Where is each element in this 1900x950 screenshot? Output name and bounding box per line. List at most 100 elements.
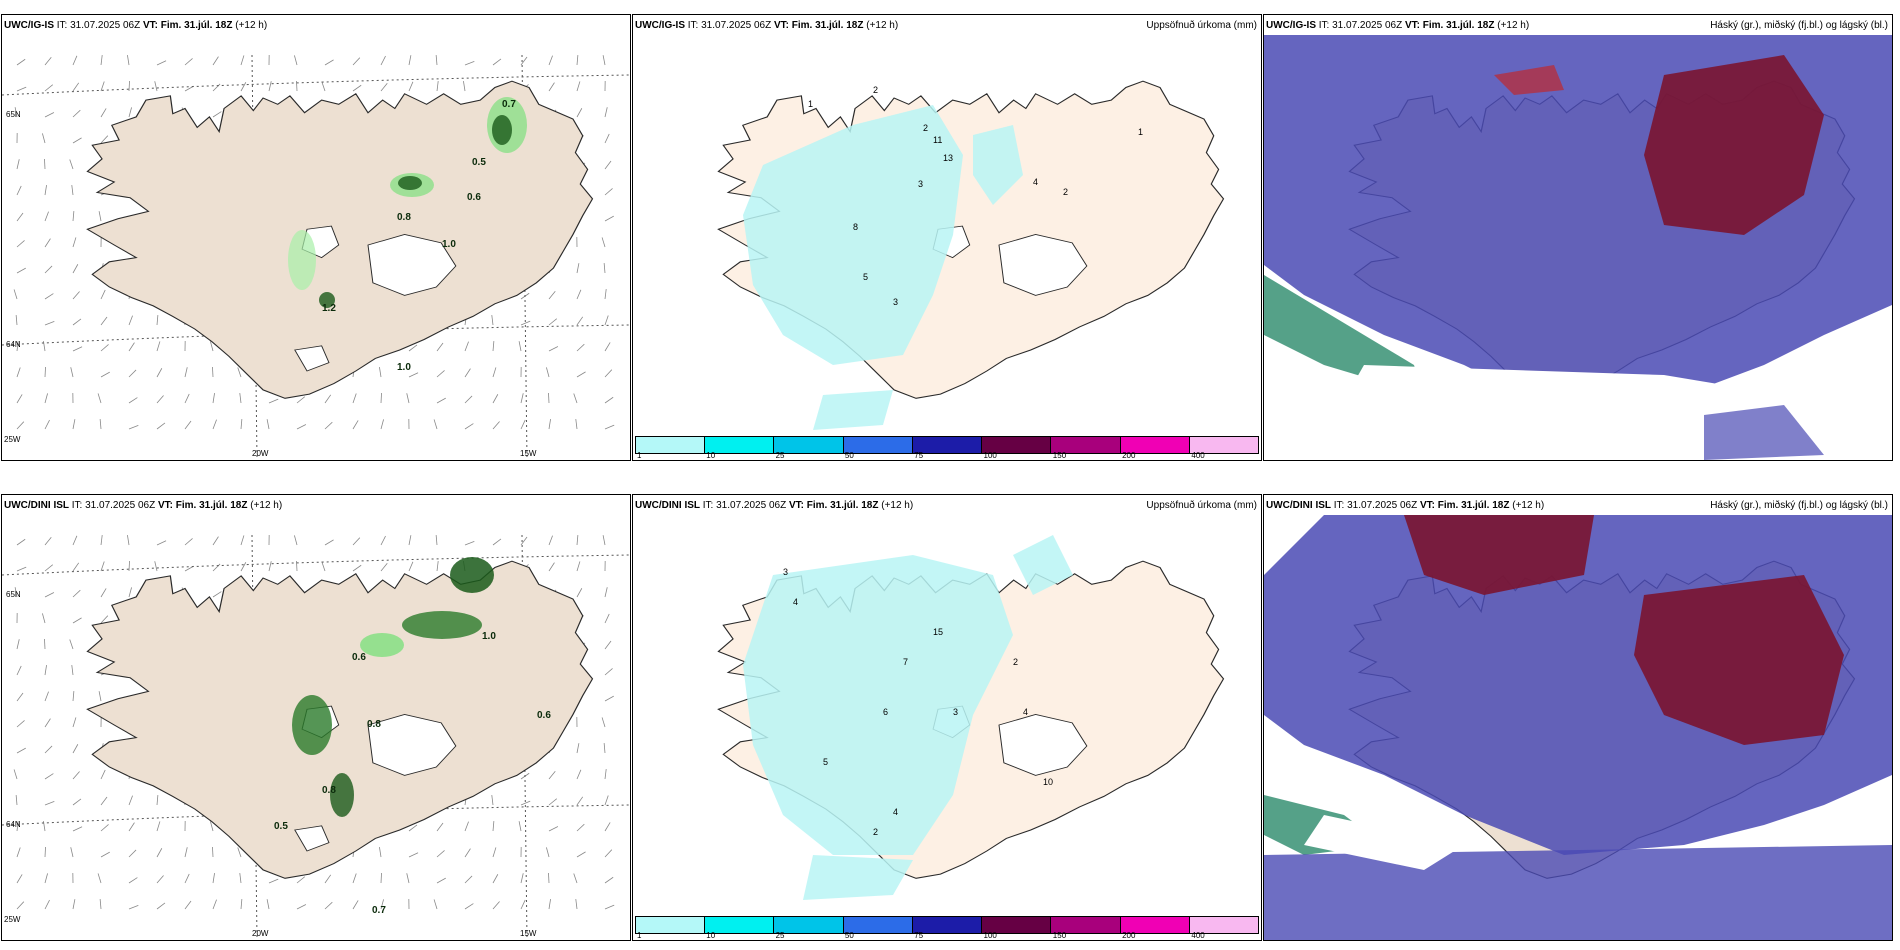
precip-label: 10 (1043, 777, 1053, 787)
wind-barb (97, 873, 102, 884)
wind-barb (324, 901, 333, 910)
wind-barb (44, 801, 55, 806)
wind-barb (184, 393, 190, 404)
wind-barb (15, 315, 18, 326)
colorbar-swatch (1189, 917, 1258, 933)
wind-barb (44, 293, 54, 300)
wind-barb (16, 212, 24, 222)
wind-barb (212, 563, 221, 572)
wind-barb (100, 796, 108, 806)
wind-barb (44, 899, 50, 910)
wind-barb (184, 58, 193, 66)
wind-barb (184, 873, 190, 884)
lon-label: 15W (520, 929, 537, 938)
colorbar-tick-label: 200 (1122, 931, 1136, 940)
wind-barb (546, 367, 550, 378)
precip-label: 3 (893, 297, 898, 307)
colorbar-tick-label: 150 (1052, 451, 1067, 460)
wind-barb (324, 539, 334, 546)
wind-barb (324, 59, 334, 66)
colorbar-swatch (636, 917, 706, 933)
wind-barb (44, 691, 49, 702)
wind-barb (16, 58, 26, 66)
wind-barb (576, 743, 580, 754)
wind-barb (100, 824, 109, 832)
wind-barb (212, 111, 222, 118)
wind-barb (576, 108, 583, 118)
colorbar-tick-label: 10 (706, 451, 716, 460)
wind-barb (604, 904, 615, 910)
wind-barb (266, 899, 270, 910)
wind-barb (44, 112, 55, 118)
colorbar-swatch (636, 437, 706, 453)
colorbar-tick-label: 25 (775, 931, 785, 940)
precip-label: 2 (1013, 657, 1018, 667)
wind-barb (548, 290, 556, 300)
wind-barb (433, 419, 438, 430)
wind-barb (464, 61, 475, 66)
wind-barb (604, 822, 611, 832)
panel-subtitle: Uppsöfnuð úrkoma (mm) (1146, 500, 1257, 511)
wind-barb (604, 188, 613, 196)
wind-barb (604, 876, 614, 884)
cloud-map (1264, 35, 1892, 460)
wind-barb (72, 826, 83, 832)
wind-barb (128, 822, 135, 832)
wind-barb (492, 874, 499, 884)
wind-barb (464, 903, 474, 910)
wind-barb (491, 795, 494, 806)
colorbar-swatch (1189, 437, 1258, 453)
wind-barb (100, 561, 105, 572)
wind-barb (100, 851, 110, 858)
wind-barb (573, 393, 578, 404)
wind-barb (492, 821, 495, 832)
wind-barb (127, 535, 130, 546)
wind-barb (42, 133, 46, 144)
colorbar-tick-label: 25 (775, 451, 785, 460)
wind-barb (408, 372, 419, 378)
wind-barb (128, 107, 132, 118)
colorbar-swatch (843, 437, 913, 453)
wind-barb (602, 55, 606, 66)
wind-barb (604, 587, 608, 598)
wind-barb (156, 395, 164, 404)
wind-barb (436, 561, 439, 572)
wind-barb (436, 370, 445, 378)
lon-label: 25W (4, 915, 21, 924)
green-label: 0.7 (502, 99, 516, 110)
wind-barb (156, 540, 167, 546)
wind-barb (604, 289, 607, 300)
colorbar-swatch (705, 917, 775, 933)
wind-barb (604, 795, 609, 806)
wind-barb (296, 424, 307, 430)
wind-barb (408, 852, 419, 858)
wind-barb (100, 108, 107, 118)
wind-barb (604, 215, 614, 222)
wind-barb (44, 873, 48, 884)
wind-barb (72, 771, 80, 780)
wind-barb (492, 847, 497, 858)
wind-barb (602, 535, 606, 546)
wind-barb (518, 821, 522, 832)
wind-barb (16, 720, 25, 728)
colorbar-swatch (843, 917, 913, 933)
wind-barb (128, 425, 139, 430)
wind-barb (548, 770, 556, 780)
wind-barb (548, 55, 553, 66)
precip-label: 11 (933, 135, 942, 145)
wind-map: 0.7 0.6 0.8 1.0 1.2 1.0 0.5 (2, 54, 630, 460)
wind-barb (212, 873, 215, 884)
wind-barb (324, 421, 333, 430)
wind-barb (408, 55, 412, 66)
colorbar-swatch (982, 437, 1052, 453)
wind-barb (240, 535, 245, 546)
wind-barb (212, 56, 219, 66)
wind-barb (520, 899, 526, 910)
wind-barb (464, 875, 473, 884)
precip-label: 2 (923, 123, 928, 133)
wind-barb (604, 613, 610, 624)
wind-barb (44, 56, 52, 66)
wind-barb (212, 83, 221, 92)
wind-map: 0.6 0.8 0.5 0.7 0.8 1.0 0.6 (2, 534, 630, 940)
